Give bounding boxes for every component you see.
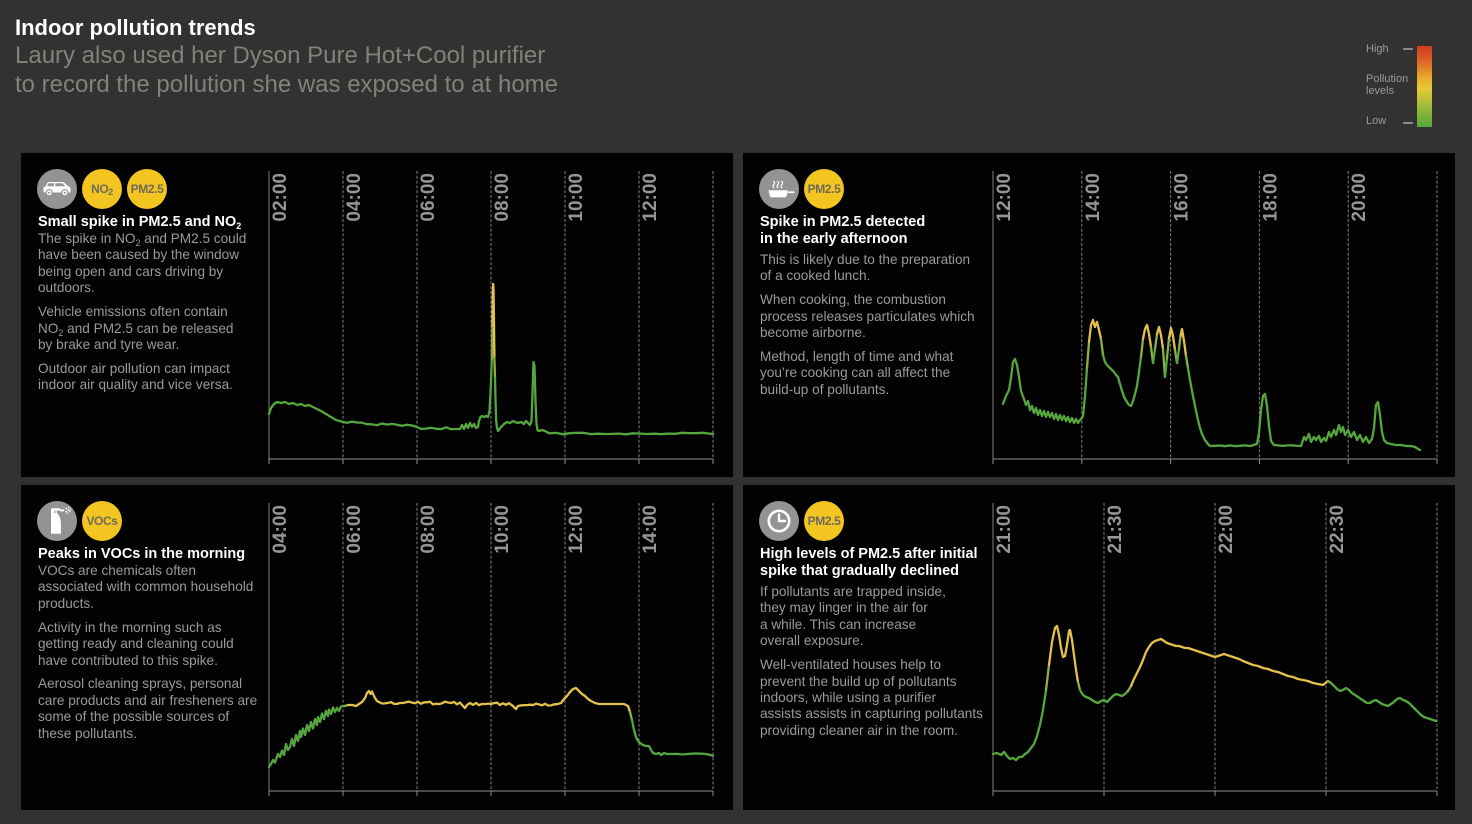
svg-text:20:00: 20:00 xyxy=(1349,173,1370,222)
svg-text:08:00: 08:00 xyxy=(418,505,439,554)
svg-text:08:00: 08:00 xyxy=(492,173,513,222)
svg-text:18:00: 18:00 xyxy=(1260,173,1281,222)
svg-text:04:00: 04:00 xyxy=(270,505,291,554)
svg-text:14:00: 14:00 xyxy=(640,505,661,554)
svg-text:22:00: 22:00 xyxy=(1216,505,1237,554)
svg-text:10:00: 10:00 xyxy=(492,505,513,554)
svg-text:12:00: 12:00 xyxy=(640,173,661,222)
svg-text:02:00: 02:00 xyxy=(270,173,291,222)
svg-text:10:00: 10:00 xyxy=(566,173,587,222)
svg-text:22:30: 22:30 xyxy=(1327,505,1348,554)
svg-text:21:30: 21:30 xyxy=(1105,505,1126,554)
svg-text:04:00: 04:00 xyxy=(344,173,365,222)
svg-text:12:00: 12:00 xyxy=(566,505,587,554)
svg-text:16:00: 16:00 xyxy=(1172,173,1193,222)
svg-text:12:00: 12:00 xyxy=(994,173,1015,222)
svg-text:06:00: 06:00 xyxy=(418,173,439,222)
svg-text:21:00: 21:00 xyxy=(994,505,1015,554)
svg-text:06:00: 06:00 xyxy=(344,505,365,554)
svg-text:14:00: 14:00 xyxy=(1083,173,1104,222)
